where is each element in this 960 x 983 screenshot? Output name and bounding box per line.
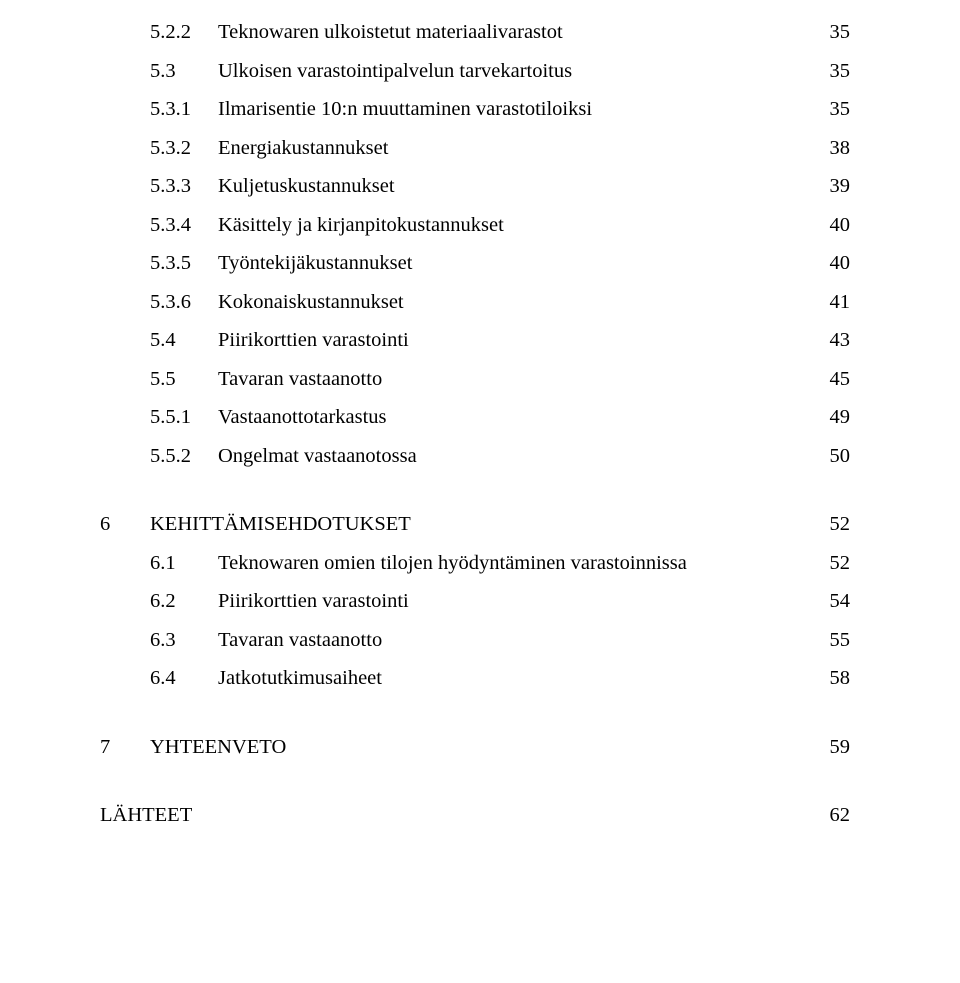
toc-entry-page: 54 xyxy=(818,591,850,612)
toc-entry-title: Tavaran vastaanotto xyxy=(218,369,818,390)
toc-entry: 6.4Jatkotutkimusaiheet58 xyxy=(150,668,850,689)
toc-entry: 6KEHITTÄMISEHDOTUKSET52 xyxy=(100,514,850,535)
toc-entry-number: 5.3.4 xyxy=(150,215,218,236)
toc-entry-page: 52 xyxy=(818,514,850,535)
toc-entry-title: Ongelmat vastaanotossa xyxy=(218,446,818,467)
toc-entry-number: 5.3.6 xyxy=(150,292,218,313)
toc-gap xyxy=(100,775,850,805)
toc-entry-title: Ilmarisentie 10:n muuttaminen varastotil… xyxy=(218,99,818,120)
toc-entry-title: Ulkoisen varastointipalvelun tarvekartoi… xyxy=(218,61,818,82)
toc-entry-number: 6.2 xyxy=(150,591,218,612)
toc-entry-title: Kuljetuskustannukset xyxy=(218,176,818,197)
toc-entry-number: 5.3 xyxy=(150,61,218,82)
toc-entry-title: Teknowaren omien tilojen hyödyntäminen v… xyxy=(218,553,818,574)
toc-entry-page: 35 xyxy=(818,61,850,82)
toc-entry-number: 5.5.1 xyxy=(150,407,218,428)
toc-entry-title: Työntekijäkustannukset xyxy=(218,253,818,274)
toc-entry-page: 62 xyxy=(818,805,850,826)
toc-entry: 7YHTEENVETO59 xyxy=(100,737,850,758)
toc-entry: 5.2.2Teknowaren ulkoistetut materiaaliva… xyxy=(150,22,850,43)
toc-entry-page: 43 xyxy=(818,330,850,351)
toc-entry-number: 7 xyxy=(100,737,150,758)
toc-entry: 6.2Piirikorttien varastointi54 xyxy=(150,591,850,612)
toc-entry: 5.3.3Kuljetuskustannukset39 xyxy=(150,176,850,197)
toc-entry-number: 5.2.2 xyxy=(150,22,218,43)
toc-entry: 5.3.6Kokonaiskustannukset41 xyxy=(150,292,850,313)
toc-entry-title: Energiakustannukset xyxy=(218,138,818,159)
toc-entry: 5.3.5Työntekijäkustannukset40 xyxy=(150,253,850,274)
toc-entry-number: 5.3.5 xyxy=(150,253,218,274)
toc-entry: 5.5.2Ongelmat vastaanotossa50 xyxy=(150,446,850,467)
toc-entry-title: Vastaanottotarkastus xyxy=(218,407,818,428)
toc-entry-page: 35 xyxy=(818,99,850,120)
toc-entry-page: 35 xyxy=(818,22,850,43)
toc-entry: 5.3.1Ilmarisentie 10:n muuttaminen varas… xyxy=(150,99,850,120)
toc-entry-page: 50 xyxy=(818,446,850,467)
toc-gap xyxy=(100,707,850,737)
toc-entry-page: 55 xyxy=(818,630,850,651)
toc-entry-title: Teknowaren ulkoistetut materiaalivarasto… xyxy=(218,22,818,43)
toc-entry: 6.3Tavaran vastaanotto55 xyxy=(150,630,850,651)
toc-entry-number: 5.5 xyxy=(150,369,218,390)
toc-entry: 5.3Ulkoisen varastointipalvelun tarvekar… xyxy=(150,61,850,82)
toc-entry: 5.5.1Vastaanottotarkastus49 xyxy=(150,407,850,428)
toc-entry: 5.5Tavaran vastaanotto45 xyxy=(150,369,850,390)
toc-entry-page: 59 xyxy=(818,737,850,758)
toc-entry-number: 5.5.2 xyxy=(150,446,218,467)
toc-entry-page: 45 xyxy=(818,369,850,390)
toc-entry-page: 40 xyxy=(818,215,850,236)
toc-entry-title: YHTEENVETO xyxy=(150,737,818,758)
toc-entry-page: 49 xyxy=(818,407,850,428)
toc-entry-page: 40 xyxy=(818,253,850,274)
toc-container: 5.2.2Teknowaren ulkoistetut materiaaliva… xyxy=(100,22,850,826)
toc-entry-title: Piirikorttien varastointi xyxy=(218,591,818,612)
toc-gap xyxy=(100,484,850,514)
toc-entry-title: Jatkotutkimusaiheet xyxy=(218,668,818,689)
toc-entry-page: 41 xyxy=(818,292,850,313)
toc-entry-title: LÄHTEET xyxy=(100,805,818,826)
toc-entry-number: 5.4 xyxy=(150,330,218,351)
toc-entry-page: 52 xyxy=(818,553,850,574)
toc-entry-page: 38 xyxy=(818,138,850,159)
toc-entry-page: 39 xyxy=(818,176,850,197)
toc-entry-title: Tavaran vastaanotto xyxy=(218,630,818,651)
toc-entry-number: 5.3.2 xyxy=(150,138,218,159)
toc-entry-number: 6 xyxy=(100,514,150,535)
toc-entry: 5.3.2Energiakustannukset38 xyxy=(150,138,850,159)
toc-entry-page: 58 xyxy=(818,668,850,689)
toc-entry-title: Käsittely ja kirjanpitokustannukset xyxy=(218,215,818,236)
toc-entry-title: Piirikorttien varastointi xyxy=(218,330,818,351)
toc-entry: 5.3.4Käsittely ja kirjanpitokustannukset… xyxy=(150,215,850,236)
toc-page: 5.2.2Teknowaren ulkoistetut materiaaliva… xyxy=(0,0,960,826)
toc-entry-number: 5.3.1 xyxy=(150,99,218,120)
toc-entry-number: 6.1 xyxy=(150,553,218,574)
toc-entry: 5.4Piirikorttien varastointi43 xyxy=(150,330,850,351)
toc-entry-number: 6.3 xyxy=(150,630,218,651)
toc-entry-title: Kokonaiskustannukset xyxy=(218,292,818,313)
toc-entry-number: 6.4 xyxy=(150,668,218,689)
toc-entry: LÄHTEET62 xyxy=(100,805,850,826)
toc-entry-title: KEHITTÄMISEHDOTUKSET xyxy=(150,514,818,535)
toc-entry-number: 5.3.3 xyxy=(150,176,218,197)
toc-entry: 6.1Teknowaren omien tilojen hyödyntämine… xyxy=(150,553,850,574)
